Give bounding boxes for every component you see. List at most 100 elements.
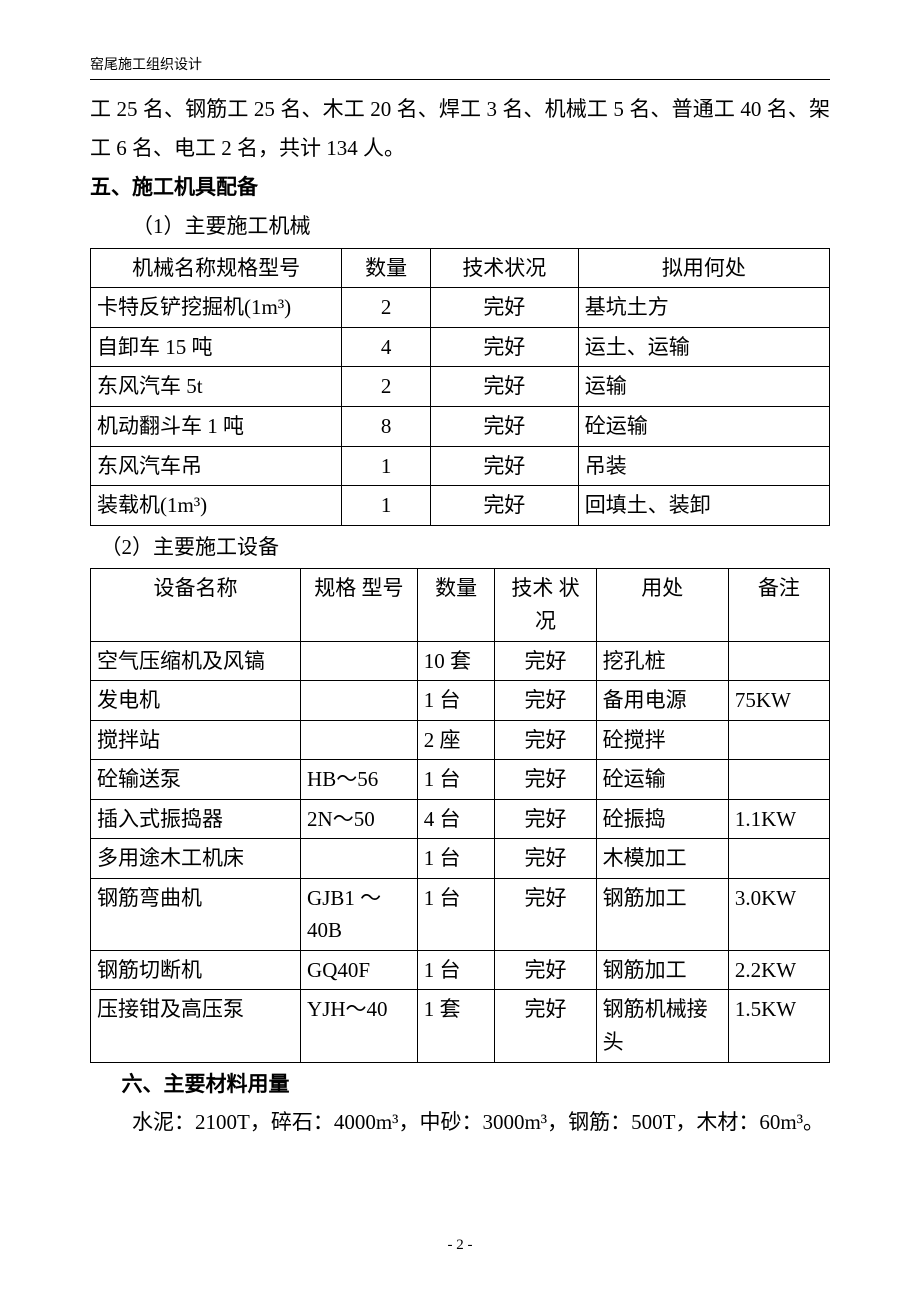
table-cell: 3.0KW	[728, 878, 829, 950]
table-cell: 运输	[578, 367, 829, 407]
table-cell: 多用途木工机床	[91, 839, 301, 879]
table-cell: 砼输送泵	[91, 760, 301, 800]
table-cell: GJB1 ～40B	[301, 878, 418, 950]
intro-paragraph: 工 25 名、钢筋工 25 名、木工 20 名、焊工 3 名、机械工 5 名、普…	[90, 90, 830, 168]
section6-body: 水泥：2100T，碎石：4000m³，中砂：3000m³，钢筋：500T，木材：…	[90, 1103, 830, 1142]
table-cell: 完好	[495, 950, 596, 990]
table-cell: 基坑土方	[578, 288, 829, 328]
table-cell	[728, 720, 829, 760]
table-cell: 1 台	[417, 760, 495, 800]
table-cell: 完好	[495, 839, 596, 879]
table-cell: 钢筋机械接头	[596, 990, 728, 1062]
table-cell: 1.5KW	[728, 990, 829, 1062]
table-cell: 搅拌站	[91, 720, 301, 760]
table-cell: 空气压缩机及风镐	[91, 641, 301, 681]
table-cell: 压接钳及高压泵	[91, 990, 301, 1062]
table-cell: 完好	[430, 288, 578, 328]
table-cell: 完好	[495, 681, 596, 721]
table-cell	[301, 681, 418, 721]
table-cell: 1 台	[417, 681, 495, 721]
table-cell: 完好	[430, 406, 578, 446]
table-cell: 钢筋加工	[596, 878, 728, 950]
table-cell: 完好	[495, 760, 596, 800]
table-row: 空气压缩机及风镐 10 套完好挖孔桩	[91, 641, 830, 681]
table-cell: 吊装	[578, 446, 829, 486]
table-row: 发电机1 台完好备用电源75KW	[91, 681, 830, 721]
table-cell: 发电机	[91, 681, 301, 721]
table-row: 东风汽车 5t2完好运输	[91, 367, 830, 407]
table-header-cell: 设备名称	[91, 569, 301, 641]
section5-heading: 五、施工机具配备	[90, 168, 830, 207]
table-cell: GQ40F	[301, 950, 418, 990]
table-header-cell: 数量	[342, 248, 431, 288]
table-row: 搅拌站 2 座完好砼搅拌	[91, 720, 830, 760]
section5-sub2: （2）主要施工设备	[90, 528, 830, 567]
table-cell: 2N～50	[301, 799, 418, 839]
table-cell: 钢筋弯曲机	[91, 878, 301, 950]
table-header-cell: 备注	[728, 569, 829, 641]
table-cell: YJH～40	[301, 990, 418, 1062]
table-cell: 完好	[495, 878, 596, 950]
table-cell: 砼运输	[578, 406, 829, 446]
table-cell: 回填土、装卸	[578, 486, 829, 526]
table-cell: 2 座	[417, 720, 495, 760]
table-cell: 10 套	[417, 641, 495, 681]
table-row: 压接钳及高压泵YJH～401 套完好钢筋机械接头1.5KW	[91, 990, 830, 1062]
table-cell: 机动翻斗车 1 吨	[91, 406, 342, 446]
table-cell: 完好	[495, 990, 596, 1062]
table-row: 自卸车 15 吨4完好运土、运输	[91, 327, 830, 367]
table-cell: 砼振捣	[596, 799, 728, 839]
table-header-row: 机械名称规格型号数量技术状况拟用何处	[91, 248, 830, 288]
table-row: 钢筋切断机GQ40F1 台完好钢筋加工2.2KW	[91, 950, 830, 990]
table-cell	[301, 720, 418, 760]
table-header-cell: 技术状况	[430, 248, 578, 288]
table-cell: 完好	[430, 327, 578, 367]
table-cell: 木模加工	[596, 839, 728, 879]
table-header-cell: 技术 状况	[495, 569, 596, 641]
table-cell: 1 台	[417, 878, 495, 950]
table-cell: 钢筋切断机	[91, 950, 301, 990]
table-cell	[301, 839, 418, 879]
table-row: 装载机(1m³)1完好回填土、装卸	[91, 486, 830, 526]
table-cell	[301, 641, 418, 681]
table-cell: 完好	[495, 720, 596, 760]
table-cell: 运土、运输	[578, 327, 829, 367]
page-number: - 2 -	[448, 1237, 473, 1253]
table-cell: 1 台	[417, 839, 495, 879]
table-cell: 75KW	[728, 681, 829, 721]
table-row: 卡特反铲挖掘机(1m³)2完好基坑土方	[91, 288, 830, 328]
table-cell: 完好	[495, 799, 596, 839]
table-row: 东风汽车吊1完好吊装	[91, 446, 830, 486]
table-cell: 1 套	[417, 990, 495, 1062]
table-cell: 完好	[495, 641, 596, 681]
table-cell: 2	[342, 367, 431, 407]
table-cell: 砼搅拌	[596, 720, 728, 760]
table-header-cell: 规格 型号	[301, 569, 418, 641]
table-header-cell: 数量	[417, 569, 495, 641]
table-cell: 完好	[430, 367, 578, 407]
table-cell: 钢筋加工	[596, 950, 728, 990]
table-header-cell: 用处	[596, 569, 728, 641]
table-row: 多用途木工机床 1 台完好木模加工	[91, 839, 830, 879]
table-cell: 4 台	[417, 799, 495, 839]
table-cell: 东风汽车 5t	[91, 367, 342, 407]
table-cell: 1	[342, 446, 431, 486]
table-cell: 1	[342, 486, 431, 526]
table-cell: 2	[342, 288, 431, 328]
table-cell: HB～56	[301, 760, 418, 800]
table-cell: 卡特反铲挖掘机(1m³)	[91, 288, 342, 328]
section5-sub1: （1）主要施工机械	[90, 207, 830, 246]
table-cell: 1 台	[417, 950, 495, 990]
table-cell: 挖孔桩	[596, 641, 728, 681]
table-cell: 砼运输	[596, 760, 728, 800]
table-header-cell: 拟用何处	[578, 248, 829, 288]
table-cell: 完好	[430, 446, 578, 486]
table-cell: 2.2KW	[728, 950, 829, 990]
table-cell	[728, 760, 829, 800]
table-cell: 自卸车 15 吨	[91, 327, 342, 367]
table-cell: 东风汽车吊	[91, 446, 342, 486]
table-row: 插入式振捣器2N～504 台完好砼振捣1.1KW	[91, 799, 830, 839]
machinery-table: 机械名称规格型号数量技术状况拟用何处卡特反铲挖掘机(1m³)2完好基坑土方自卸车…	[90, 248, 830, 526]
table-row: 砼输送泵HB～561 台完好砼运输	[91, 760, 830, 800]
table-cell: 装载机(1m³)	[91, 486, 342, 526]
